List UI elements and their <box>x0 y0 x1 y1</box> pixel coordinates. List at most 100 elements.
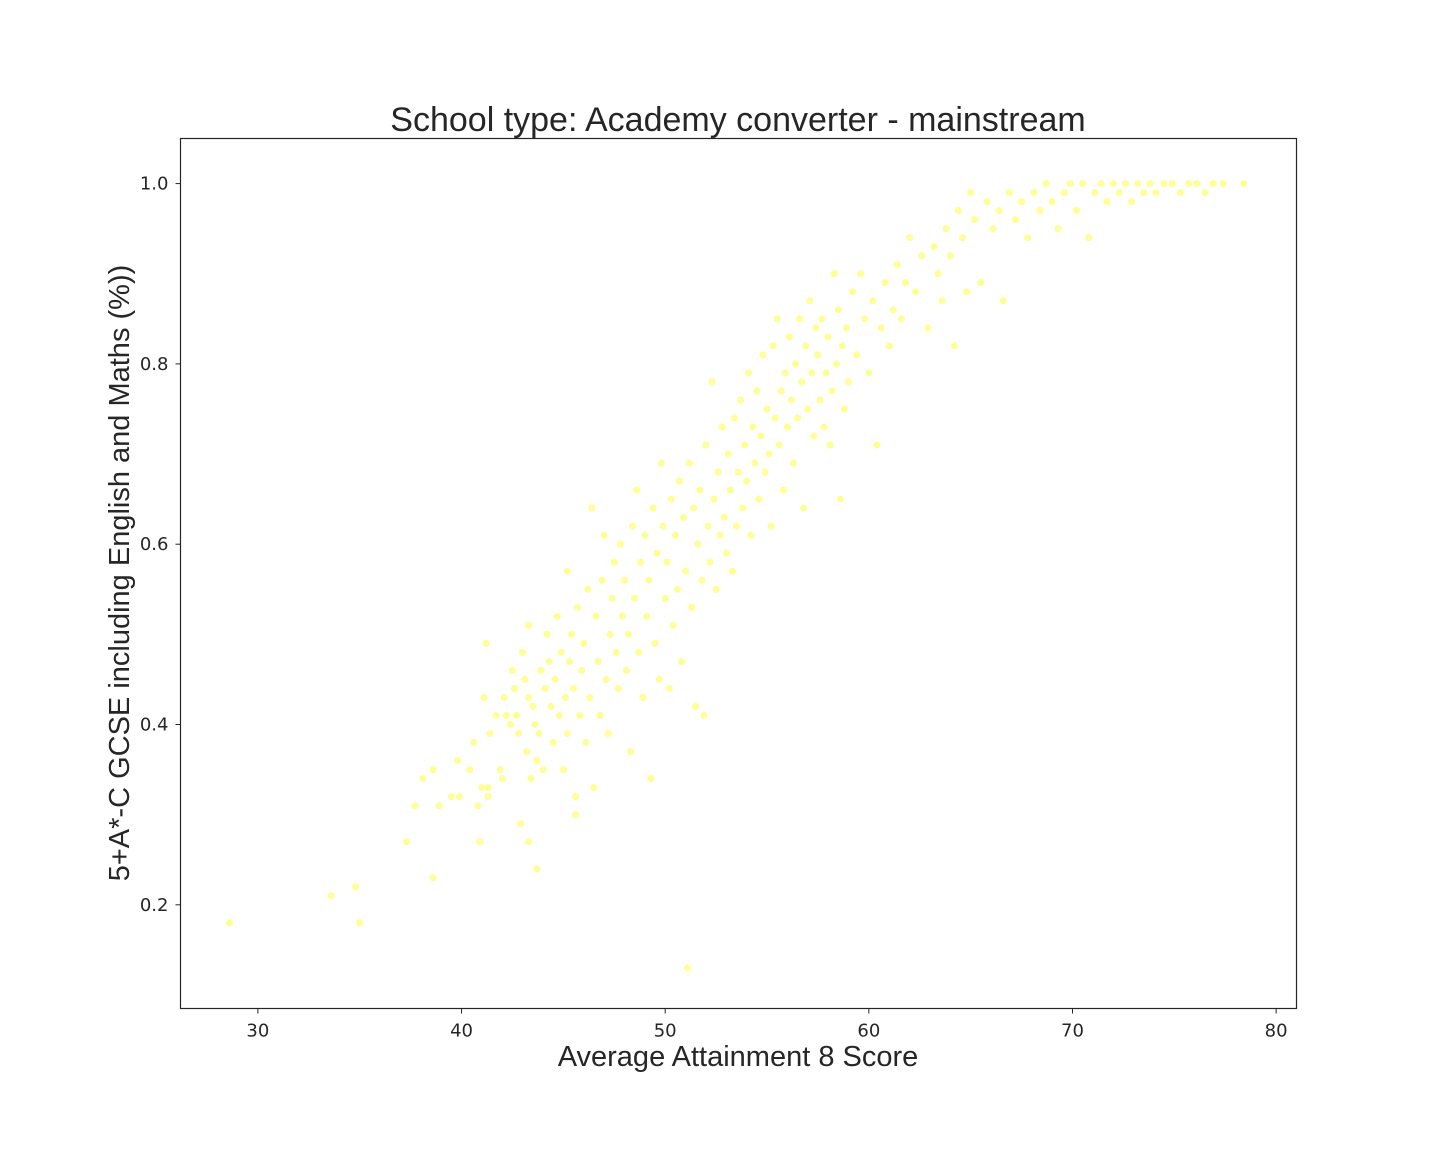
data-point <box>814 351 822 359</box>
data-point <box>403 838 411 846</box>
data-point <box>580 639 588 648</box>
data-point <box>912 288 920 296</box>
data-point <box>889 306 897 314</box>
data-point <box>512 711 521 720</box>
data-point <box>616 540 625 548</box>
data-point <box>582 738 590 747</box>
data-point <box>1091 189 1099 197</box>
data-point <box>594 657 602 666</box>
data-point <box>759 351 767 359</box>
data-point <box>411 802 419 810</box>
data-point <box>800 504 808 512</box>
data-point <box>1030 189 1038 197</box>
data-point <box>710 495 718 503</box>
data-point <box>584 585 592 593</box>
data-point <box>816 396 824 404</box>
data-point <box>610 558 618 566</box>
data-point <box>755 495 763 503</box>
data-point <box>802 342 810 350</box>
data-point <box>963 288 971 296</box>
data-point <box>1240 180 1248 188</box>
data-point <box>946 252 954 260</box>
data-point <box>478 784 486 792</box>
data-point <box>1168 180 1176 188</box>
data-point <box>806 297 814 305</box>
data-point <box>663 558 671 566</box>
data-point <box>716 531 724 539</box>
data-point <box>861 315 869 323</box>
data-point <box>1024 234 1032 242</box>
data-point <box>765 450 773 458</box>
data-point <box>869 297 877 305</box>
data-point <box>557 648 565 657</box>
data-point <box>783 423 792 431</box>
data-point <box>578 666 586 675</box>
data-point <box>781 369 789 377</box>
data-point <box>838 342 847 350</box>
data-point <box>684 964 692 972</box>
data-point <box>724 450 732 458</box>
data-point <box>527 775 535 783</box>
data-point <box>934 270 942 278</box>
data-point <box>704 522 712 530</box>
data-point <box>1146 180 1154 188</box>
data-point <box>739 504 747 512</box>
data-point <box>1085 234 1093 242</box>
data-point <box>1121 180 1129 188</box>
data-point <box>665 684 673 693</box>
data-point <box>455 793 464 801</box>
x-tick-label: 60 <box>857 1021 880 1042</box>
x-tick-label: 30 <box>246 1021 269 1042</box>
data-point <box>555 711 563 720</box>
data-point <box>618 612 627 620</box>
data-point <box>482 639 490 648</box>
data-point <box>736 396 745 404</box>
data-point <box>1036 207 1044 215</box>
data-point <box>1054 225 1062 233</box>
data-point <box>547 702 555 711</box>
data-point <box>1048 198 1056 206</box>
data-point <box>679 513 688 521</box>
data-point <box>1160 180 1168 188</box>
data-point <box>525 838 533 846</box>
data-point <box>810 432 818 440</box>
data-point <box>967 189 975 197</box>
data-point <box>753 387 761 395</box>
data-point <box>706 558 714 566</box>
data-point <box>569 684 578 693</box>
data-point <box>525 621 533 629</box>
data-point <box>1201 189 1209 197</box>
data-point <box>812 324 820 332</box>
data-point <box>592 612 600 620</box>
data-point <box>767 522 775 530</box>
data-point <box>720 513 728 521</box>
data-point <box>553 612 561 620</box>
data-point <box>637 558 645 566</box>
data-point <box>629 522 637 530</box>
data-point <box>633 486 641 494</box>
x-tick-label: 50 <box>654 1021 677 1042</box>
data-point <box>836 495 844 503</box>
y-axis-ticks: 0.2 0.4 0.6 0.8 1.0 <box>140 174 181 916</box>
data-point <box>651 639 659 648</box>
data-point <box>692 702 700 711</box>
data-point <box>730 414 739 422</box>
data-point <box>726 486 735 494</box>
data-point <box>429 874 437 882</box>
data-point <box>486 729 494 738</box>
data-point <box>588 504 596 512</box>
data-point <box>777 387 785 395</box>
data-point <box>818 315 826 323</box>
x-axis-ticks: 30 40 50 60 70 80 <box>246 1008 1288 1042</box>
data-point <box>732 522 741 530</box>
data-point <box>885 342 893 350</box>
data-point <box>853 351 861 359</box>
data-point <box>779 486 787 494</box>
data-point <box>1042 180 1050 188</box>
data-point <box>773 315 781 323</box>
data-point <box>828 387 836 395</box>
data-point <box>356 919 364 927</box>
data-point <box>1193 180 1201 188</box>
data-point <box>865 369 873 377</box>
data-point <box>1011 216 1020 224</box>
